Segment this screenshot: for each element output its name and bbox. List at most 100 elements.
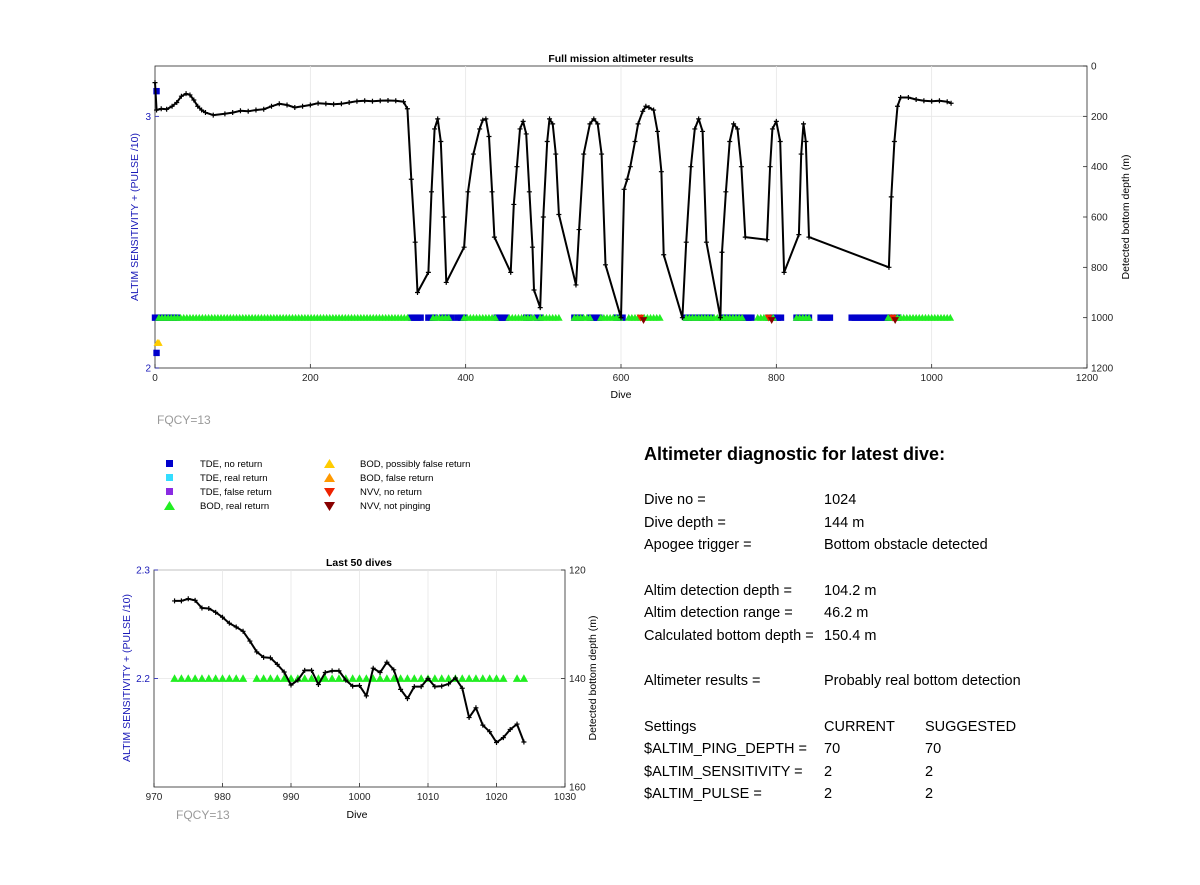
bod-real-return-marker bbox=[403, 674, 412, 682]
y-right-tick-label: 400 bbox=[1091, 162, 1108, 173]
tde-no-return-marker bbox=[826, 314, 834, 321]
depth-point bbox=[199, 107, 205, 113]
bottom-chart-title: Last 50 dives bbox=[326, 557, 392, 569]
depth-point bbox=[773, 118, 779, 124]
depth-point bbox=[886, 264, 892, 270]
diagnostic-title: Altimeter diagnostic for latest dive: bbox=[644, 444, 946, 464]
depth-point bbox=[888, 194, 894, 200]
depth-point bbox=[731, 121, 737, 127]
altimeter-results-value: Probably real bottom detection bbox=[824, 673, 1021, 690]
bottom-left-axis-label: ALTIM SENSITIVITY + (PULSE /10) bbox=[121, 594, 133, 762]
depth-point bbox=[473, 705, 479, 711]
legend-item-nvv-not-pinging: NVV, not pinging bbox=[320, 500, 430, 512]
bottom-depth-line bbox=[172, 596, 527, 746]
bod-real-return-marker bbox=[403, 313, 412, 321]
depth-point bbox=[480, 117, 486, 123]
top-right-axis-label: Detected bottom depth (m) bbox=[1120, 155, 1132, 280]
bod-real-return-marker bbox=[204, 674, 213, 682]
depth-point bbox=[261, 106, 267, 112]
depth-point bbox=[944, 99, 950, 105]
depth-point bbox=[370, 665, 376, 671]
depth-point bbox=[174, 99, 180, 105]
depth-point bbox=[284, 102, 290, 108]
depth-point bbox=[377, 98, 383, 104]
dive-depth-row: Dive depth = 144 m bbox=[644, 512, 1164, 535]
bod-real-return-marker bbox=[252, 674, 261, 682]
depth-point bbox=[295, 677, 301, 683]
depth-point bbox=[803, 139, 809, 144]
depth-point bbox=[452, 675, 458, 681]
depth-point bbox=[240, 628, 246, 634]
depth-point bbox=[719, 249, 725, 255]
depth-point bbox=[185, 596, 191, 602]
depth-point bbox=[735, 126, 740, 132]
y-right-tick-label: 1000 bbox=[1091, 313, 1114, 324]
legend-label: BOD, false return bbox=[360, 472, 434, 484]
legend-label: NVV, no return bbox=[360, 486, 422, 498]
depth-point bbox=[274, 661, 280, 667]
tde-no-return-marker bbox=[448, 314, 455, 321]
depth-point bbox=[357, 683, 362, 689]
bod-real-return-marker bbox=[555, 313, 563, 321]
depth-point bbox=[738, 164, 744, 170]
depth-point bbox=[222, 111, 228, 117]
depth-point bbox=[769, 126, 775, 132]
bottom-markers bbox=[170, 674, 529, 682]
bod-real-return-marker bbox=[491, 313, 499, 321]
bod-real-return-marker bbox=[471, 674, 481, 682]
depth-point bbox=[727, 139, 733, 144]
depth-point bbox=[742, 234, 748, 240]
blue-square-icon bbox=[160, 458, 180, 470]
top-ticks: 0 200 400 600 800 1000 1200 2 3 0 200 400 600 800 1000… bbox=[145, 62, 1113, 385]
depth-point bbox=[261, 654, 267, 660]
bottom-ticks: 970 980 990 1000 1010 1020 1030 2.2 2.3 120 140 160 bbox=[136, 566, 586, 804]
y-right-tick-label: 200 bbox=[1091, 112, 1108, 123]
bottom-fqcy-label: FQCY=13 bbox=[176, 808, 230, 822]
legend-item-bod-false-return: BOD, false return bbox=[320, 472, 433, 484]
depth-point bbox=[486, 133, 492, 139]
dive-no-label: Dive no = bbox=[644, 492, 706, 509]
legend-label: BOD, real return bbox=[200, 500, 270, 512]
bod-real-return-marker bbox=[197, 674, 207, 682]
legend-label: NVV, not pinging bbox=[360, 500, 431, 512]
depth-point bbox=[465, 189, 471, 195]
setting-row-sensitivity: $ALTIM_SENSITIVITY = 2 2 bbox=[644, 761, 1164, 784]
depth-point bbox=[401, 99, 407, 105]
depth-point bbox=[500, 735, 506, 741]
bod-real-return-marker bbox=[586, 313, 594, 321]
green-triangle-icon bbox=[160, 500, 180, 512]
bod-real-return-marker bbox=[321, 674, 330, 682]
depth-point bbox=[581, 151, 587, 157]
bod-real-return-marker bbox=[485, 674, 494, 682]
bottom-right-axis-label: Detected bottom depth (m) bbox=[587, 616, 599, 741]
bod-real-return-marker bbox=[225, 674, 234, 682]
last-50-dives-chart: 970 980 990 1000 1010 1020 1030 2.2 2.3 120 140 160… bbox=[121, 557, 599, 821]
apogee-value: Bottom obstacle detected bbox=[824, 537, 988, 554]
nvv-not-pinging-marker bbox=[767, 317, 776, 324]
depth-point bbox=[415, 290, 421, 295]
dive-depth-value: 144 m bbox=[824, 514, 865, 531]
x-tick-label: 1010 bbox=[417, 792, 440, 803]
depth-point bbox=[428, 189, 434, 195]
altim-detection-range-label: Altim detection range = bbox=[644, 605, 793, 622]
depth-point bbox=[491, 234, 497, 240]
depth-point bbox=[412, 239, 418, 245]
depth-point bbox=[520, 118, 526, 124]
depth-point bbox=[435, 116, 441, 122]
depth-point bbox=[688, 164, 694, 170]
depth-line-path bbox=[174, 597, 525, 744]
legend-item-bod-possibly-false: BOD, possibly false return bbox=[320, 458, 470, 470]
depth-point bbox=[220, 614, 225, 620]
altim-detection-depth-value: 104.2 m bbox=[824, 582, 877, 599]
tde-no-return-marker bbox=[153, 87, 160, 95]
bod-real-return-marker bbox=[519, 674, 529, 682]
bod-real-return-marker bbox=[177, 674, 186, 682]
depth-point bbox=[300, 103, 306, 109]
depth-point bbox=[537, 305, 543, 311]
depth-point bbox=[624, 176, 630, 182]
bod-real-return-marker bbox=[656, 313, 664, 321]
setting-name: $ALTIM_PING_DEPTH = bbox=[644, 741, 807, 758]
depth-point bbox=[385, 97, 391, 103]
x-tick-label: 1030 bbox=[554, 792, 577, 803]
depth-point bbox=[531, 287, 537, 293]
